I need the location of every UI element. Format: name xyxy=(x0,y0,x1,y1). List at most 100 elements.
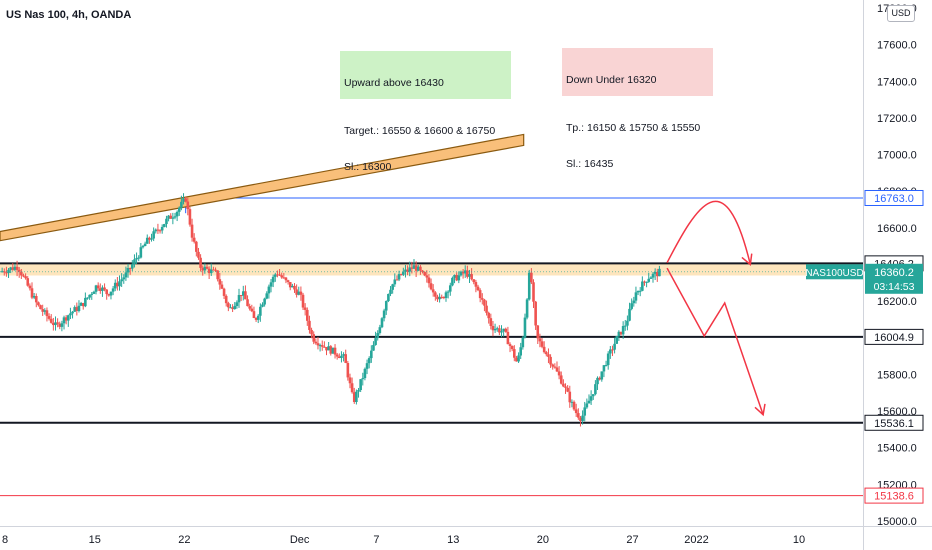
zone-rect xyxy=(0,263,863,276)
candle-body xyxy=(135,258,138,260)
candle-body xyxy=(186,201,190,210)
candle-body xyxy=(583,407,587,416)
candle-body xyxy=(487,312,490,319)
candle-body xyxy=(118,281,121,287)
x-tick-label: 10 xyxy=(793,534,805,546)
candle-body xyxy=(71,311,74,314)
candle-body xyxy=(651,273,655,278)
candle-body xyxy=(45,310,49,317)
y-tick-label: 15000.0 xyxy=(877,516,917,528)
candle-body xyxy=(655,271,659,277)
candle-body xyxy=(165,218,168,225)
candle-body xyxy=(220,284,224,289)
x-tick-label: 27 xyxy=(626,534,638,546)
candle-body xyxy=(579,417,582,421)
bearish-note-line1: Down Under 16320 xyxy=(566,74,657,86)
candle-body xyxy=(182,198,185,202)
candle-body xyxy=(598,377,601,380)
candle-body xyxy=(92,291,96,294)
candle-body xyxy=(352,392,356,402)
price-labels: 16763.016406.216004.915536.115138.6NAS10… xyxy=(0,189,924,504)
bearish-note-line2: Tp.: 16150 & 15750 & 15550 xyxy=(566,122,701,134)
candle-body xyxy=(350,383,354,393)
candle-body xyxy=(453,274,456,278)
bearish-note: Down Under 16320 Tp.: 16150 & 15750 & 15… xyxy=(562,48,713,170)
candle-body xyxy=(370,350,373,359)
bullish-note-line2: Target.: 16550 & 16600 & 16750 xyxy=(344,125,496,137)
candle-body xyxy=(39,305,42,310)
candle-body xyxy=(98,288,102,291)
y-tick-label: 15400.0 xyxy=(877,443,917,455)
candle-body xyxy=(26,278,30,286)
candle-body xyxy=(105,289,109,295)
candle-body xyxy=(41,309,44,312)
candle-body xyxy=(199,257,202,268)
candle-body xyxy=(431,289,435,293)
candle-body xyxy=(84,297,87,307)
candle-body xyxy=(653,271,657,274)
candle-body xyxy=(188,209,192,225)
time-axis[interactable]: 8 15 22 Dec 7 13 20 27 2022 10 xyxy=(0,526,932,547)
candle-body xyxy=(156,229,160,231)
candle-body xyxy=(15,266,19,270)
candle-body xyxy=(502,328,505,332)
candle-body xyxy=(252,311,256,319)
candle-body xyxy=(547,354,550,357)
candle-body xyxy=(227,303,230,308)
candle-body xyxy=(148,237,151,240)
candle-body xyxy=(577,413,580,418)
candle-body xyxy=(291,285,294,288)
x-tick-label: Dec xyxy=(290,534,310,546)
candle-body xyxy=(540,341,544,347)
candle-body xyxy=(81,302,85,307)
candle-body xyxy=(338,356,341,358)
candle-body xyxy=(323,346,326,348)
candle-body xyxy=(137,257,141,259)
candle-body xyxy=(231,307,234,310)
candle-body xyxy=(224,295,228,304)
candle-body xyxy=(254,318,258,320)
candle-body xyxy=(88,294,91,298)
candle-body xyxy=(376,333,380,339)
last-price-box xyxy=(865,263,923,294)
candle-body xyxy=(421,270,424,273)
candle-body xyxy=(384,301,388,311)
x-tick-label: 7 xyxy=(373,534,379,546)
candle-body xyxy=(66,315,70,321)
candle-body xyxy=(587,400,591,404)
arrow-down-path xyxy=(666,267,764,415)
candle-body xyxy=(436,296,439,300)
candle-body xyxy=(434,292,437,297)
candle-body xyxy=(276,274,279,276)
candle-body xyxy=(626,320,629,326)
candle-body xyxy=(113,282,117,289)
candle-body xyxy=(13,266,17,270)
candle-body xyxy=(267,286,271,294)
candle-body xyxy=(286,280,290,283)
candle-body xyxy=(30,288,34,298)
candle-body xyxy=(410,267,414,269)
candle-body xyxy=(472,279,476,283)
candle-body xyxy=(239,295,243,297)
candle-body xyxy=(600,371,604,380)
candle-body xyxy=(305,309,309,321)
candle-body xyxy=(440,296,444,298)
candle-body xyxy=(606,353,610,366)
y-tick-label: 17600.0 xyxy=(877,40,917,52)
arrow-up-head xyxy=(741,253,753,266)
candle-body xyxy=(555,367,559,372)
currency-button[interactable]: USD xyxy=(887,5,915,22)
candle-body xyxy=(498,328,501,333)
candle-body xyxy=(647,278,651,282)
candle-body xyxy=(331,347,335,354)
candle-body xyxy=(49,318,53,323)
candle-body xyxy=(126,267,130,273)
candle-body xyxy=(397,274,401,280)
candle-body xyxy=(395,279,399,281)
candle-body xyxy=(52,322,55,326)
candle-body xyxy=(581,415,584,421)
candle-body xyxy=(54,322,57,326)
x-tick-label: 20 xyxy=(537,534,549,546)
candle-body xyxy=(133,259,136,265)
